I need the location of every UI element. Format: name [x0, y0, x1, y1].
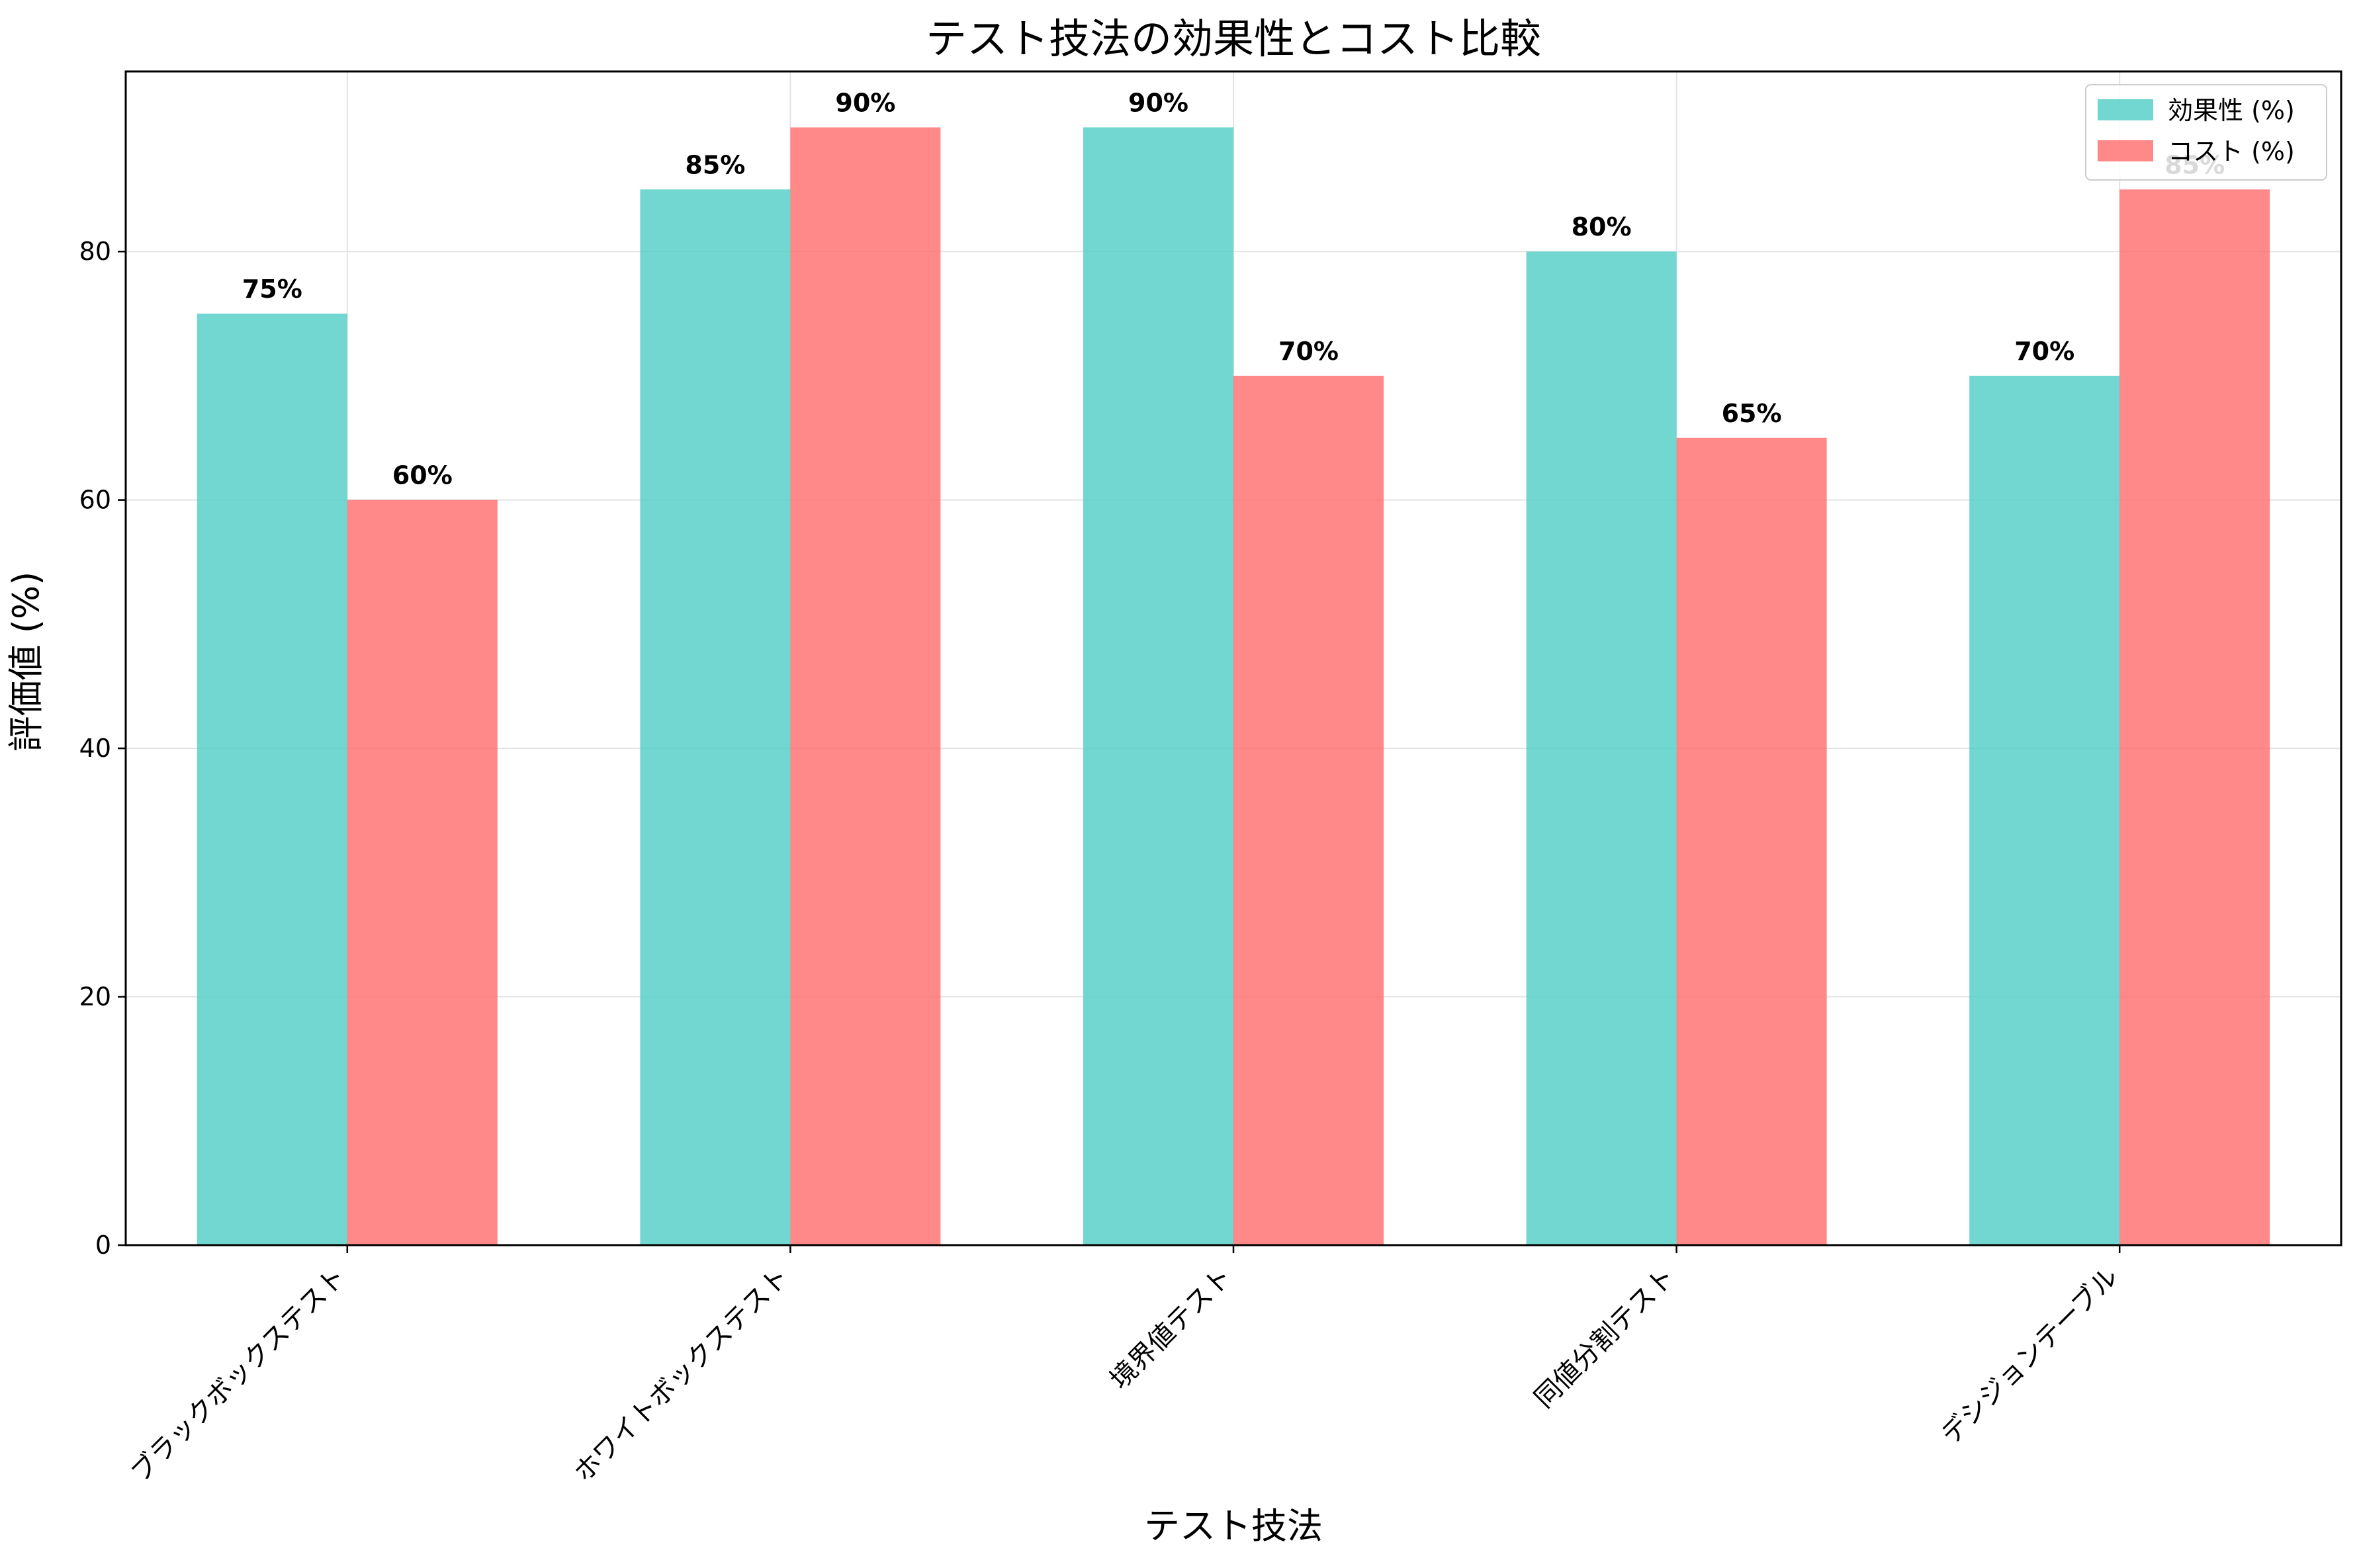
value-label-effect: 70%	[2014, 337, 2074, 366]
y-axis-label: 評価値 (%)	[5, 572, 47, 752]
x-tick-label: ホワイトボックステスト	[568, 1262, 795, 1489]
value-labels: 75%60%85%90%90%70%80%65%70%85%	[242, 88, 2225, 490]
y-tick-label: 20	[79, 982, 111, 1012]
legend-swatch	[2098, 99, 2153, 120]
y-tick-label: 60	[79, 486, 111, 515]
value-label-effect: 80%	[1572, 212, 1632, 241]
y-tick-label: 0	[95, 1231, 111, 1260]
bar-cost	[1233, 375, 1384, 1245]
y-tick-label: 80	[79, 237, 111, 266]
x-tick-label: ブラックボックステスト	[125, 1262, 352, 1489]
legend-label: コスト (%)	[2168, 137, 2295, 166]
x-tick-label: 境界値テスト	[1104, 1262, 1238, 1395]
bar-effect	[197, 314, 347, 1246]
bar-cost	[347, 500, 498, 1245]
bar-cost	[1676, 437, 1827, 1245]
bar-effect	[1083, 127, 1233, 1245]
chart-title: テスト技法の効果性とコスト比較	[926, 15, 1541, 63]
bar-effect	[1526, 251, 1677, 1245]
bar-effect	[640, 189, 791, 1245]
value-label-effect: 75%	[242, 275, 302, 304]
legend-label: 効果性 (%)	[2168, 96, 2295, 125]
value-label-cost: 65%	[1722, 399, 1782, 428]
bar-cost	[790, 127, 941, 1245]
x-tick-label: デシジョンテーブル	[1936, 1262, 2124, 1450]
x-axis-label: テスト技法	[1144, 1505, 1323, 1547]
value-label-cost: 90%	[835, 88, 895, 117]
value-label-effect: 90%	[1128, 88, 1188, 117]
bar-effect	[1969, 375, 2120, 1245]
x-tick-label: 同値分割テスト	[1529, 1262, 1681, 1415]
legend: 効果性 (%) コスト (%)	[2085, 84, 2327, 181]
legend-swatch	[2098, 140, 2153, 161]
value-label-cost: 70%	[1278, 337, 1339, 366]
bars	[197, 127, 2270, 1246]
bar-cost	[2119, 189, 2270, 1245]
y-tick-label: 40	[79, 734, 111, 763]
value-label-effect: 85%	[685, 150, 745, 179]
value-label-cost: 60%	[392, 461, 453, 490]
